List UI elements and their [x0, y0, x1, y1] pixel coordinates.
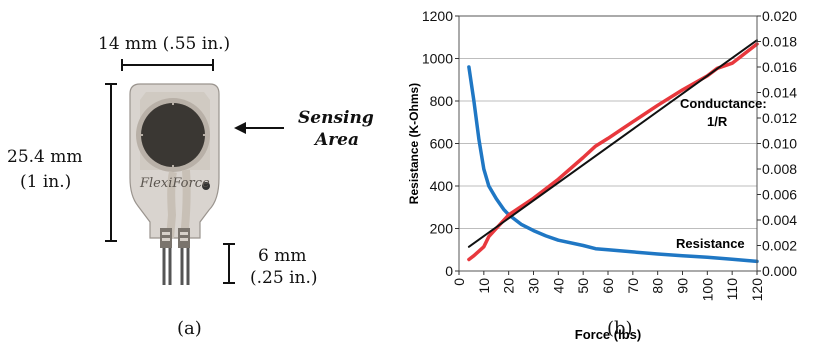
- x-tick-label: 50: [575, 278, 591, 294]
- height-label-line2: (1 in.): [20, 172, 72, 192]
- x-tick-label: 10: [476, 278, 492, 294]
- force-resistance-chart: 0200400600800100012000.0000.0020.0040.00…: [407, 8, 797, 342]
- y-tick-label: 0: [445, 263, 453, 279]
- sensing-label-line2: Area: [315, 130, 359, 150]
- y-tick-label: 400: [430, 178, 454, 194]
- y-tick-label: 600: [430, 136, 454, 152]
- height-label-line1: 25.4 mm: [7, 147, 83, 167]
- chart-ticks: 0200400600800100012000.0000.0020.0040.00…: [422, 8, 797, 301]
- sensor-panel: 14 mm (.55 in.): [0, 0, 400, 348]
- y2-tick-label: 0.006: [762, 187, 797, 203]
- y2-tick-label: 0.016: [762, 59, 797, 75]
- y-tick-label: 800: [430, 93, 454, 109]
- y2-tick-label: 0.012: [762, 110, 797, 126]
- y-tick-label: 200: [430, 221, 454, 237]
- x-tick-label: 40: [550, 278, 566, 294]
- conductance-annotation-line1: Conductance:: [680, 96, 767, 111]
- y2-tick-label: 0.020: [762, 8, 797, 24]
- series-line-2: [467, 42, 759, 262]
- caption-b: (b): [607, 318, 633, 339]
- x-tick-label: 70: [625, 278, 641, 294]
- y-tick-label: 1200: [422, 8, 453, 24]
- series-line-1: [467, 65, 759, 264]
- x-tick-label: 100: [699, 278, 715, 302]
- caption-a: (a): [177, 318, 202, 339]
- x-tick-label: 60: [600, 278, 616, 294]
- x-tick-label: 30: [526, 278, 542, 294]
- sensing-arrow: [234, 122, 284, 134]
- sensing-label-line1: Sensing: [298, 108, 374, 128]
- x-tick-label: 110: [724, 278, 740, 301]
- x-axis-label: Force (lbs): [575, 327, 641, 342]
- width-label: 14 mm (.55 in.): [98, 34, 231, 54]
- x-tick-label: 120: [749, 278, 765, 302]
- y-tick-label: 1000: [422, 51, 453, 67]
- sensor-illustration: [105, 59, 284, 285]
- conductance-annotation-line2: 1/R: [707, 114, 728, 129]
- y2-tick-label: 0.018: [762, 34, 797, 50]
- y2-tick-label: 0.000: [762, 263, 797, 279]
- sensor-body: [129, 83, 220, 285]
- series-line-3: [467, 39, 758, 248]
- brand-label: FlexiForce: [140, 176, 210, 191]
- chart-series: [467, 39, 759, 264]
- y-axis-label: Resistance (K-Ohms): [407, 83, 421, 204]
- width-dimension-line: [121, 59, 214, 71]
- y2-tick-label: 0.004: [762, 212, 797, 228]
- x-tick-label: 80: [650, 278, 666, 294]
- tail-label-line2: (.25 in.): [250, 268, 318, 288]
- x-tick-label: 0: [451, 278, 467, 286]
- chart-grid: [459, 15, 757, 272]
- height-dimension-line: [105, 83, 117, 242]
- x-tick-label: 20: [501, 278, 517, 294]
- resistance-annotation: Resistance: [676, 236, 745, 251]
- y2-tick-label: 0.002: [762, 238, 797, 254]
- y2-tick-label: 0.008: [762, 161, 797, 177]
- y2-tick-label: 0.010: [762, 136, 797, 152]
- y2-tick-label: 0.014: [762, 85, 797, 101]
- tail-dimension-line: [223, 243, 235, 284]
- x-tick-label: 90: [675, 278, 691, 294]
- tail-label-line1: 6 mm: [258, 246, 307, 266]
